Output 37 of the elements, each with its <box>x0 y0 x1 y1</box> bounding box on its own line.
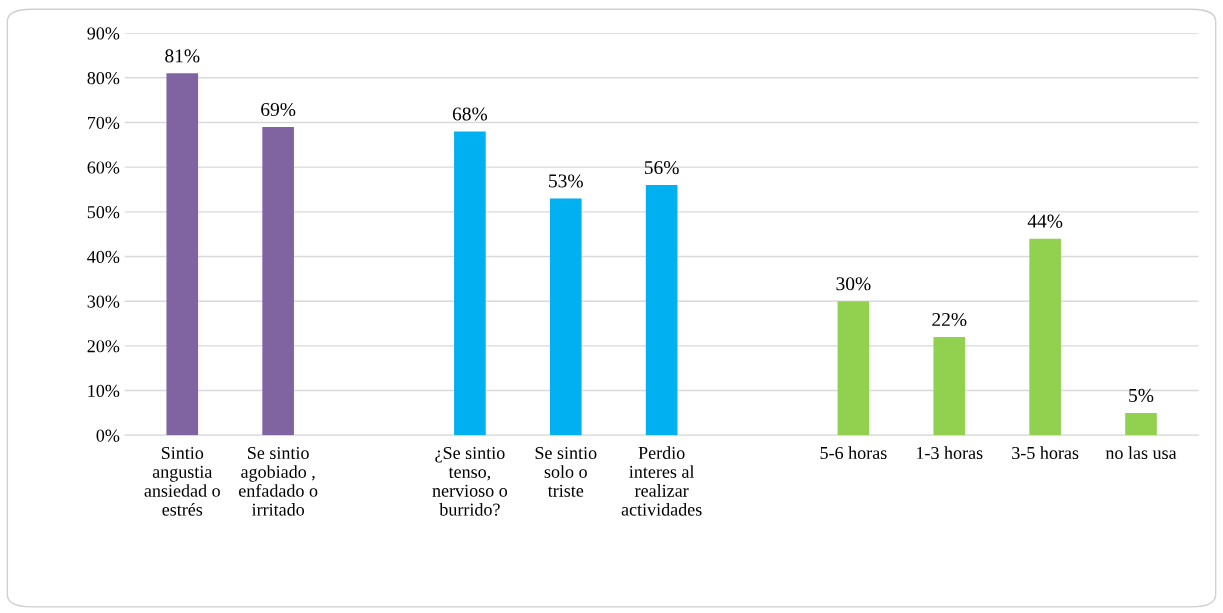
data-label: 30% <box>836 277 871 291</box>
y-tick-label: 50% <box>87 206 120 219</box>
y-tick-label: 30% <box>87 295 120 308</box>
y-tick-label: 10% <box>88 384 120 398</box>
data-label: 22% <box>932 312 967 327</box>
bar <box>933 336 966 436</box>
y-tick-label: 80% <box>87 72 120 85</box>
x-tick-label: 1-3 horas <box>917 446 983 460</box>
x-tick-label: 5-6 horas <box>820 446 887 460</box>
bar <box>645 185 678 436</box>
x-tick-label: Perdio interes al realizar actividades <box>621 446 702 516</box>
y-tick-label: 40% <box>87 250 120 264</box>
data-label: 56% <box>644 161 679 175</box>
data-label: 81% <box>165 49 200 63</box>
y-tick-label: 20% <box>87 340 120 353</box>
x-tick-label: Se sintio agobiado , enfadado o irritado <box>239 446 318 516</box>
bar <box>166 73 199 436</box>
bar <box>262 126 294 436</box>
x-tick-label: Sintio angustia ansiedad o estrés <box>144 446 220 516</box>
bar <box>837 301 870 436</box>
bar <box>1029 238 1061 436</box>
data-label: 69% <box>261 102 296 117</box>
bar <box>549 198 582 436</box>
x-tick-label: ¿Se sintio tenso, nervioso o burrido? <box>432 446 508 516</box>
x-tick-label: 3-5 horas <box>1012 446 1079 460</box>
y-tick-label: 0% <box>96 429 120 442</box>
y-tick-label: 60% <box>87 161 120 174</box>
data-label: 68% <box>452 107 488 121</box>
data-label: 5% <box>1129 388 1154 403</box>
x-tick-label: Se sintio solo o triste <box>535 446 597 497</box>
data-label: 53% <box>549 174 583 188</box>
x-tick-label: no las usa <box>1105 446 1177 460</box>
y-tick-label: 90% <box>87 27 120 40</box>
data-label: 44% <box>1027 214 1063 228</box>
bar <box>454 131 486 436</box>
bar <box>1125 412 1157 436</box>
y-tick-label: 70% <box>87 116 120 129</box>
